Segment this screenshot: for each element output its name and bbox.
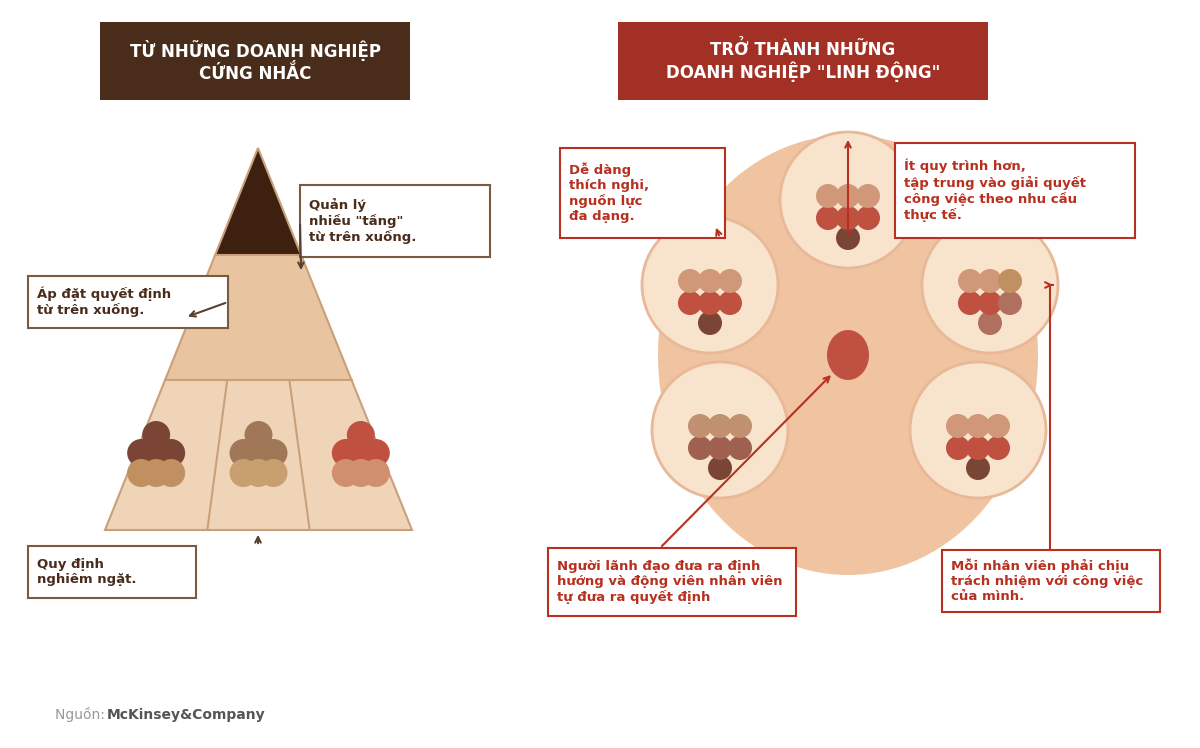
Circle shape	[978, 269, 1002, 293]
Circle shape	[678, 269, 702, 293]
Circle shape	[142, 421, 170, 449]
Circle shape	[946, 414, 970, 438]
Circle shape	[142, 459, 170, 487]
Circle shape	[708, 414, 732, 438]
Polygon shape	[215, 148, 301, 255]
Circle shape	[718, 291, 742, 315]
Circle shape	[229, 459, 258, 487]
Circle shape	[966, 414, 990, 438]
Circle shape	[688, 436, 712, 460]
Circle shape	[998, 269, 1022, 293]
Circle shape	[678, 291, 702, 315]
Circle shape	[836, 206, 860, 230]
Circle shape	[718, 269, 742, 293]
Circle shape	[652, 362, 788, 498]
FancyBboxPatch shape	[895, 143, 1135, 238]
Circle shape	[708, 436, 732, 460]
Circle shape	[157, 439, 185, 467]
Circle shape	[978, 291, 1002, 315]
Circle shape	[347, 421, 374, 449]
Circle shape	[816, 184, 840, 208]
Circle shape	[245, 459, 272, 487]
Circle shape	[966, 456, 990, 480]
Circle shape	[642, 217, 778, 353]
Circle shape	[688, 414, 712, 438]
Circle shape	[698, 311, 722, 335]
Circle shape	[347, 459, 374, 487]
Circle shape	[958, 291, 982, 315]
FancyBboxPatch shape	[942, 550, 1160, 612]
Text: Ít quy trình hơn,
tập trung vào giải quyết
công việc theo nhu cầu
thực tế.: Ít quy trình hơn, tập trung vào giải quy…	[904, 159, 1086, 222]
Circle shape	[836, 226, 860, 250]
Circle shape	[698, 269, 722, 293]
Circle shape	[986, 436, 1010, 460]
Text: Nguồn:: Nguồn:	[55, 708, 109, 723]
Text: Dễ dàng
thích nghi,
nguồn lực
đa dạng.: Dễ dàng thích nghi, nguồn lực đa dạng.	[569, 162, 649, 224]
Circle shape	[332, 459, 360, 487]
Circle shape	[816, 206, 840, 230]
Circle shape	[127, 439, 155, 467]
Ellipse shape	[827, 330, 869, 380]
Circle shape	[946, 436, 970, 460]
Circle shape	[986, 414, 1010, 438]
FancyBboxPatch shape	[300, 185, 490, 257]
Circle shape	[958, 269, 982, 293]
Text: Quản lý
nhiều "tầng"
từ trên xuống.: Quản lý nhiều "tầng" từ trên xuống.	[310, 197, 416, 244]
Circle shape	[780, 132, 916, 268]
Text: TRỞ THÀNH NHỮNG
DOANH NGHIỆP "LINH ĐỘNG": TRỞ THÀNH NHỮNG DOANH NGHIỆP "LINH ĐỘNG"	[666, 40, 940, 82]
Circle shape	[966, 436, 990, 460]
FancyBboxPatch shape	[100, 22, 410, 100]
Circle shape	[856, 206, 880, 230]
Text: McKinsey&Company: McKinsey&Company	[107, 708, 265, 722]
Circle shape	[142, 439, 170, 467]
Circle shape	[347, 439, 374, 467]
Circle shape	[362, 459, 390, 487]
Circle shape	[332, 439, 360, 467]
Circle shape	[728, 436, 752, 460]
Circle shape	[978, 311, 1002, 335]
FancyBboxPatch shape	[618, 22, 988, 100]
Circle shape	[998, 291, 1022, 315]
Circle shape	[245, 421, 272, 449]
Polygon shape	[106, 380, 412, 530]
Text: Quy định
nghiêm ngặt.: Quy định nghiêm ngặt.	[37, 558, 137, 586]
Circle shape	[698, 291, 722, 315]
Text: TỪ NHỮNG DOANH NGHIỆP
CỨNG NHẮC: TỪ NHỮNG DOANH NGHIỆP CỨNG NHẮC	[130, 40, 380, 82]
Text: Mỗi nhân viên phải chịu
trách nhiệm với công việc
của mình.: Mỗi nhân viên phải chịu trách nhiệm với …	[952, 559, 1144, 604]
Circle shape	[259, 459, 288, 487]
Ellipse shape	[658, 135, 1038, 575]
FancyBboxPatch shape	[28, 276, 228, 328]
FancyBboxPatch shape	[560, 148, 725, 238]
Circle shape	[157, 459, 185, 487]
Text: Người lãnh đạo đưa ra định
hướng và động viên nhân viên
tự đưa ra quyết định: Người lãnh đạo đưa ra định hướng và động…	[557, 560, 782, 604]
FancyBboxPatch shape	[28, 546, 196, 598]
Circle shape	[127, 459, 155, 487]
Circle shape	[229, 439, 258, 467]
Polygon shape	[166, 255, 352, 380]
Circle shape	[922, 217, 1058, 353]
Circle shape	[245, 439, 272, 467]
Circle shape	[910, 362, 1046, 498]
Text: Áp đặt quyết định
từ trên xuống.: Áp đặt quyết định từ trên xuống.	[37, 286, 172, 317]
Circle shape	[856, 184, 880, 208]
Circle shape	[728, 414, 752, 438]
FancyBboxPatch shape	[548, 548, 796, 616]
Circle shape	[708, 456, 732, 480]
Circle shape	[259, 439, 288, 467]
Circle shape	[362, 439, 390, 467]
Circle shape	[836, 184, 860, 208]
